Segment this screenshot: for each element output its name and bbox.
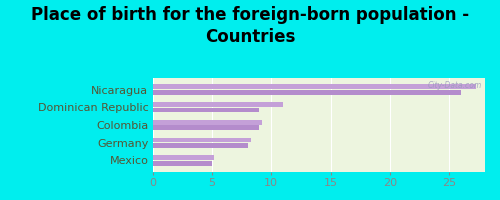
Text: Place of birth for the foreign-born population -
Countries: Place of birth for the foreign-born popu…	[31, 6, 469, 46]
Bar	[152, 161, 212, 166]
Bar	[152, 102, 283, 107]
Bar	[152, 155, 214, 160]
Bar	[152, 143, 248, 148]
Bar	[152, 120, 262, 125]
Bar	[152, 125, 260, 130]
Text: City-Data.com: City-Data.com	[428, 81, 482, 90]
Bar	[152, 90, 461, 95]
Bar	[152, 138, 251, 142]
Bar	[152, 84, 475, 89]
Bar	[152, 108, 260, 112]
